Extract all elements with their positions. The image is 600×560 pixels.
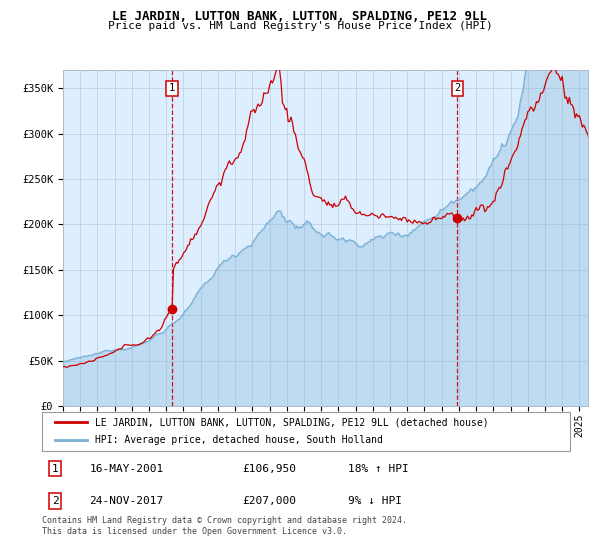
Text: 9% ↓ HPI: 9% ↓ HPI [348,496,402,506]
Text: £207,000: £207,000 [242,496,296,506]
Text: Contains HM Land Registry data © Crown copyright and database right 2024.
This d: Contains HM Land Registry data © Crown c… [42,516,407,536]
Text: 16-MAY-2001: 16-MAY-2001 [89,464,164,474]
Text: 2: 2 [454,83,461,94]
Text: LE JARDIN, LUTTON BANK, LUTTON, SPALDING, PE12 9LL (detached house): LE JARDIN, LUTTON BANK, LUTTON, SPALDING… [95,417,488,427]
Text: HPI: Average price, detached house, South Holland: HPI: Average price, detached house, Sout… [95,435,383,445]
Text: £106,950: £106,950 [242,464,296,474]
Text: 2: 2 [52,496,59,506]
FancyBboxPatch shape [42,412,570,451]
Text: Price paid vs. HM Land Registry's House Price Index (HPI): Price paid vs. HM Land Registry's House … [107,21,493,31]
Text: 18% ↑ HPI: 18% ↑ HPI [348,464,409,474]
Text: 24-NOV-2017: 24-NOV-2017 [89,496,164,506]
Text: 1: 1 [169,83,175,94]
Text: LE JARDIN, LUTTON BANK, LUTTON, SPALDING, PE12 9LL: LE JARDIN, LUTTON BANK, LUTTON, SPALDING… [113,10,487,23]
Text: 1: 1 [52,464,59,474]
